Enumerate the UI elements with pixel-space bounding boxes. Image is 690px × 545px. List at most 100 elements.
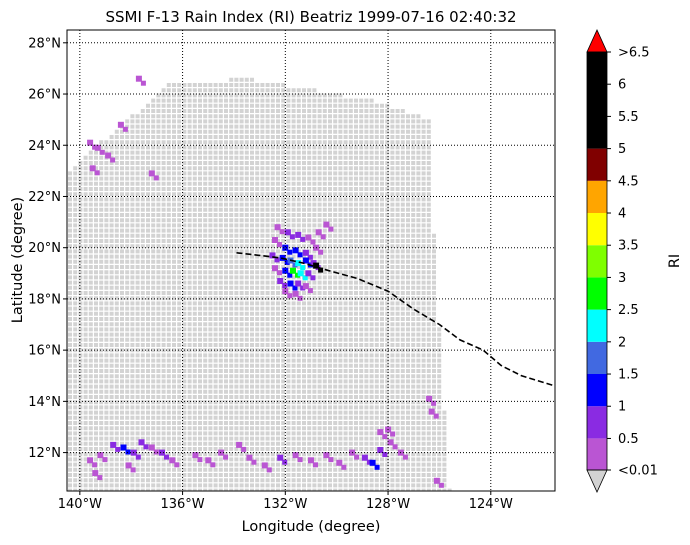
rain-point	[261, 462, 268, 469]
rain-point	[310, 275, 316, 281]
rain-point	[374, 464, 380, 470]
colorbar-under-triangle	[586, 469, 608, 493]
rain-point	[297, 457, 303, 463]
rain-point	[392, 444, 398, 450]
rain-layer	[87, 75, 444, 488]
colorbar-tick-label: 2	[618, 335, 626, 350]
rain-point	[266, 467, 272, 473]
rain-point	[110, 157, 116, 163]
rain-point	[402, 454, 408, 460]
rain-point	[284, 259, 290, 265]
colorbar: <0.01 0.5 1 1.5 2 2.5 3 3.5 4 4.5 5 5.5 6 >6.5	[586, 29, 658, 493]
rain-point	[87, 139, 94, 146]
rain-point	[366, 459, 372, 465]
rain-point	[205, 457, 212, 464]
map-plot-area	[67, 30, 555, 491]
rain-point	[305, 234, 312, 241]
y-tick-label: 24°N	[28, 139, 61, 154]
rain-point	[97, 452, 104, 459]
colorbar-tick-label: 3	[618, 271, 626, 286]
rain-point	[122, 126, 128, 132]
rain-point	[251, 459, 257, 465]
rain-point	[438, 482, 444, 488]
rain-point	[292, 262, 298, 268]
colorbar-bin	[587, 341, 607, 374]
colorbar-tick-label: 1	[618, 400, 626, 415]
rain-point	[295, 260, 302, 267]
rain-point	[102, 457, 108, 463]
rain-point	[197, 457, 203, 463]
colorbar-over-triangle	[586, 29, 608, 53]
rain-point	[105, 152, 112, 159]
colorbar-tick-label: 6	[618, 78, 626, 93]
rain-point	[135, 75, 142, 82]
rain-point	[305, 270, 312, 277]
rain-point	[94, 144, 101, 151]
rain-point	[382, 434, 388, 440]
colorbar-bin	[587, 245, 607, 278]
colorbar-tick-label: 4	[618, 207, 626, 222]
rain-point	[148, 170, 155, 177]
rain-point	[292, 285, 298, 291]
rain-point	[159, 449, 165, 456]
rain-point	[174, 462, 180, 468]
y-tick-label: 12°N	[28, 446, 61, 461]
rain-point	[236, 441, 243, 448]
rain-point	[292, 290, 299, 297]
rain-point	[369, 459, 376, 466]
rain-point	[287, 272, 293, 278]
rain-point	[94, 170, 100, 176]
rain-point	[277, 242, 282, 247]
rain-point	[272, 265, 278, 272]
rain-point	[320, 234, 326, 240]
y-tick-label: 22°N	[28, 190, 61, 205]
rain-point	[218, 449, 225, 456]
y-tick-label: 14°N	[28, 395, 61, 410]
swath-coverage	[68, 77, 452, 491]
rain-point	[433, 477, 440, 484]
rain-point	[269, 252, 276, 259]
colorbar-frame	[586, 51, 608, 471]
rain-point	[431, 400, 437, 406]
rain-point	[323, 221, 330, 228]
colorbar-bin	[587, 213, 607, 246]
rain-point	[125, 462, 132, 469]
rain-point	[192, 452, 199, 459]
colorbar-bin	[587, 309, 607, 342]
rain-point	[274, 224, 281, 231]
rain-point	[153, 175, 159, 181]
rain-point	[282, 459, 288, 465]
rain-point	[87, 457, 94, 464]
rain-point	[297, 252, 303, 258]
rain-point	[92, 462, 98, 468]
x-tick-label: 136°W	[160, 497, 204, 512]
rain-point	[295, 272, 300, 278]
rain-point	[382, 452, 388, 457]
rain-point	[148, 444, 155, 451]
plot-frame	[66, 29, 556, 492]
colorbar-tick-label: <0.01	[618, 464, 658, 479]
rain-point	[97, 475, 103, 481]
y-tick-label: 20°N	[28, 241, 61, 256]
rain-point	[89, 165, 96, 172]
rain-point	[274, 257, 280, 263]
y-axis-label: Latitude (degree)	[10, 197, 26, 323]
rain-point	[387, 439, 394, 446]
colorbar-bin	[587, 180, 607, 213]
rain-point	[272, 237, 278, 243]
rain-point	[290, 267, 296, 274]
rain-point	[300, 236, 306, 242]
rain-point	[241, 446, 247, 452]
rain-point	[295, 280, 302, 287]
rain-point	[302, 257, 309, 264]
rain-point	[287, 293, 293, 299]
rain-point	[292, 452, 299, 459]
colorbar-bin	[587, 148, 607, 181]
rain-point	[92, 144, 98, 150]
rain-point	[318, 267, 324, 273]
rain-point	[426, 395, 433, 402]
colorbar-tick-label: 5.5	[618, 110, 639, 125]
y-tick-label: 16°N	[28, 344, 61, 359]
storm-track-line	[236, 252, 555, 387]
